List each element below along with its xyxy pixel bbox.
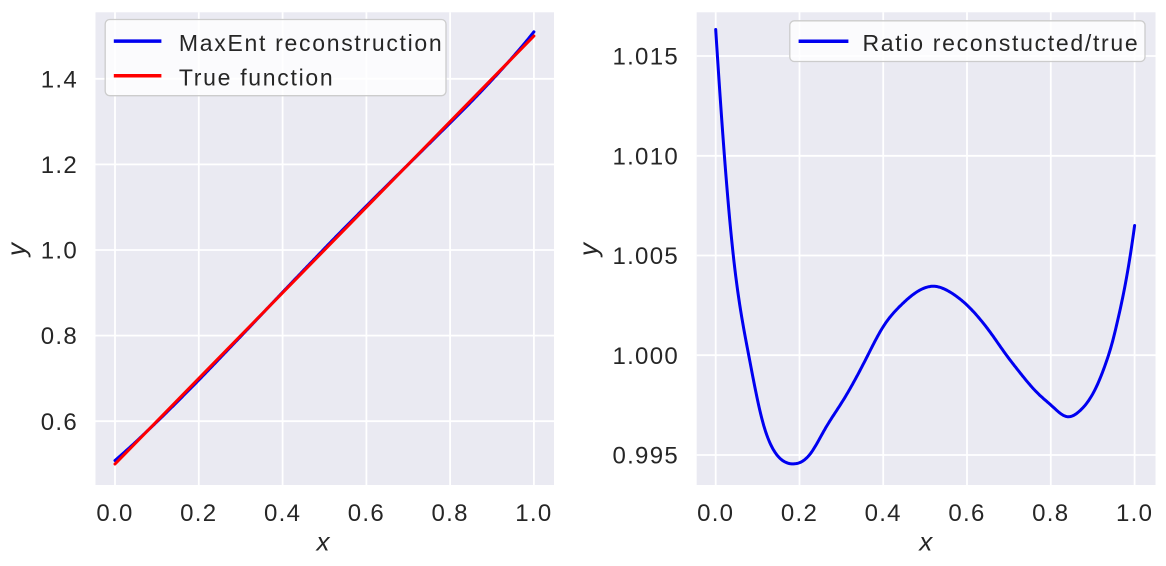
svg-text:0.995: 0.995 [612,443,679,470]
svg-text:x: x [917,527,933,557]
svg-text:MaxEnt reconstruction: MaxEnt reconstruction [179,30,444,56]
svg-text:1.015: 1.015 [612,44,679,71]
svg-text:1.0: 1.0 [41,238,78,265]
svg-text:0.0: 0.0 [96,500,133,527]
svg-text:1.010: 1.010 [612,143,679,170]
svg-text:0.8: 0.8 [1032,500,1069,527]
svg-text:0.2: 0.2 [781,500,818,527]
svg-text:0.0: 0.0 [697,500,734,527]
svg-text:1.000: 1.000 [612,343,679,370]
svg-text:Ratio reconstucted/true: Ratio reconstucted/true [863,30,1140,56]
svg-text:y: y [1,241,31,258]
svg-text:0.8: 0.8 [431,500,468,527]
svg-text:0.6: 0.6 [948,500,985,527]
svg-text:1.0: 1.0 [1116,500,1153,527]
svg-text:1.4: 1.4 [41,66,78,93]
svg-text:x: x [315,527,331,557]
svg-text:1.2: 1.2 [41,152,78,179]
svg-text:0.6: 0.6 [348,500,385,527]
svg-text:0.8: 0.8 [41,323,78,350]
svg-text:1.005: 1.005 [612,243,679,270]
svg-text:1.0: 1.0 [515,500,552,527]
svg-text:0.2: 0.2 [180,500,217,527]
svg-text:y: y [573,241,603,258]
svg-text:0.6: 0.6 [41,409,78,436]
svg-text:0.4: 0.4 [865,500,902,527]
svg-text:0.4: 0.4 [264,500,301,527]
svg-text:True function: True function [179,65,334,91]
